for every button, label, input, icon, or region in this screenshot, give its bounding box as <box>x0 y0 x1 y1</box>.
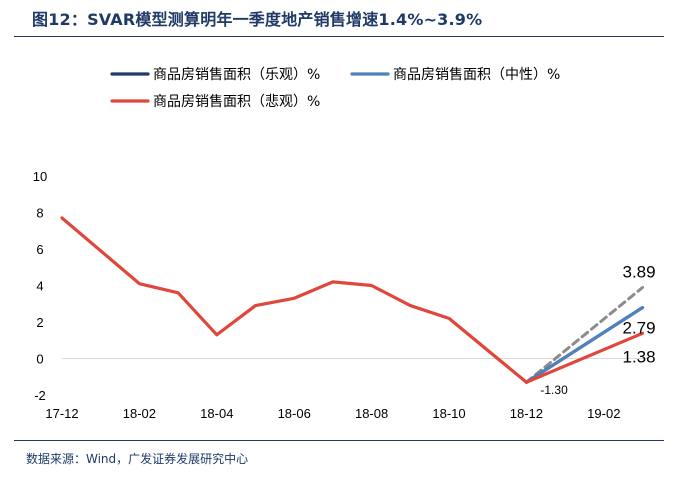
data-label: 1.38 <box>623 347 656 366</box>
projection-dashed-line <box>524 286 644 384</box>
x-tick-label: 18-04 <box>200 406 233 421</box>
data-label: -1.30 <box>540 383 568 397</box>
y-tick-label: 6 <box>36 242 43 257</box>
data-labels: 3.89 2.79 1.38 -1.30 <box>540 263 655 398</box>
x-tick-label: 18-02 <box>123 406 156 421</box>
y-tick-label: 2 <box>36 315 43 330</box>
data-label: 3.89 <box>623 263 656 282</box>
x-axis-ticks: 17-12 18-02 18-04 18-06 18-08 18-10 18-12 19-02 <box>45 406 620 421</box>
legend-label: 商品房销售面积（乐观）% <box>153 67 320 83</box>
footer-divider <box>14 440 664 441</box>
y-tick-label: 10 <box>33 169 47 184</box>
x-tick-label: 17-12 <box>45 406 78 421</box>
legend-label: 商品房销售面积（中性）% <box>393 67 560 83</box>
legend-label: 商品房销售面积（悲观）% <box>153 93 320 110</box>
y-tick-label: 0 <box>36 352 43 367</box>
projection-line-1 <box>524 305 645 384</box>
source-note: 数据来源：Wind，广发证券发展研究中心 <box>26 452 249 466</box>
series-lines <box>60 216 645 384</box>
title-divider <box>14 36 664 37</box>
history-line <box>60 216 529 384</box>
line-chart: 商品房销售面积（乐观）% 商品房销售面积（中性）% 商品房销售面积（悲观）% -2 0… <box>33 67 656 421</box>
y-axis-ticks: -2 0 2 4 6 8 10 <box>33 169 47 403</box>
x-tick-label: 18-10 <box>432 406 465 421</box>
projection-line-2 <box>524 331 645 384</box>
x-tick-label: 18-12 <box>510 406 543 421</box>
y-tick-label: -2 <box>34 388 46 403</box>
x-tick-label: 18-06 <box>278 406 311 421</box>
x-tick-label: 18-08 <box>355 406 388 421</box>
y-tick-label: 4 <box>36 279 43 294</box>
y-tick-label: 8 <box>36 206 43 221</box>
chart-title: 图12：SVAR模型测算明年一季度地产销售增速1.4%~3.9% <box>32 10 483 29</box>
x-tick-label: 19-02 <box>587 406 620 421</box>
legend: 商品房销售面积（乐观）% 商品房销售面积（中性）% 商品房销售面积（悲观）% <box>110 67 560 110</box>
data-label: 2.79 <box>623 319 656 338</box>
